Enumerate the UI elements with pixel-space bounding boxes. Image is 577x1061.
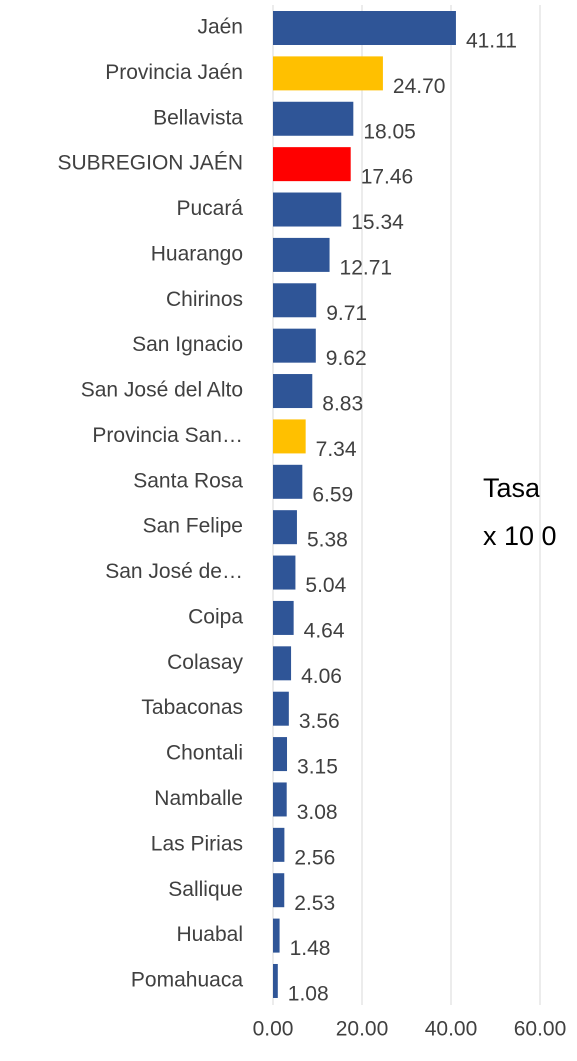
data-label: 2.56 bbox=[294, 846, 335, 869]
y-tick-label: Pucará bbox=[176, 197, 243, 220]
data-label: 2.53 bbox=[294, 892, 335, 915]
data-label: 7.34 bbox=[316, 438, 357, 461]
data-label: 18.05 bbox=[363, 120, 416, 143]
y-tick-label: Colasay bbox=[167, 651, 243, 674]
annotation: Tasa bbox=[483, 473, 541, 503]
data-label: 9.71 bbox=[326, 302, 367, 325]
bar bbox=[273, 963, 278, 998]
y-tick-label: San Felipe bbox=[143, 515, 243, 538]
y-tick-label: Tabaconas bbox=[141, 696, 243, 719]
y-tick-label: San José de… bbox=[105, 560, 243, 583]
bar bbox=[273, 510, 297, 545]
y-tick-label: Las Pirias bbox=[151, 832, 243, 855]
y-tick-label: Sallique bbox=[168, 878, 243, 901]
data-label: 4.64 bbox=[304, 619, 345, 642]
bar bbox=[273, 782, 287, 817]
data-label: 9.62 bbox=[326, 347, 367, 370]
y-tick-label: Namballe bbox=[154, 787, 243, 810]
data-label: 5.38 bbox=[307, 529, 348, 552]
data-label: 1.08 bbox=[288, 983, 329, 1006]
bar bbox=[273, 600, 294, 635]
data-label: 3.15 bbox=[297, 756, 338, 779]
x-tick-label: 60.00 bbox=[514, 1018, 567, 1041]
bar bbox=[273, 873, 285, 908]
bar bbox=[273, 147, 351, 182]
y-tick-label: San José del Alto bbox=[81, 379, 243, 402]
bar bbox=[273, 11, 456, 45]
bar bbox=[273, 827, 285, 862]
bar bbox=[273, 737, 288, 772]
bar bbox=[273, 328, 316, 363]
y-tick-label: Bellavista bbox=[153, 106, 243, 129]
y-tick-label: Chirinos bbox=[166, 288, 243, 311]
data-label: 8.83 bbox=[322, 393, 363, 416]
bar bbox=[273, 237, 330, 272]
data-label: 12.71 bbox=[340, 256, 393, 279]
bar bbox=[273, 283, 317, 318]
bar bbox=[273, 691, 289, 726]
bar bbox=[273, 646, 292, 681]
x-tick-label: 20.00 bbox=[336, 1018, 389, 1041]
bar bbox=[273, 555, 296, 590]
y-tick-label: Chontali bbox=[166, 742, 243, 765]
bar bbox=[273, 374, 313, 409]
bar bbox=[273, 101, 354, 136]
y-tick-label: Provincia San… bbox=[92, 424, 243, 447]
y-tick-label: San Ignacio bbox=[132, 333, 243, 356]
x-tick-label: 40.00 bbox=[425, 1018, 478, 1041]
data-label: 17.46 bbox=[361, 166, 414, 189]
bar bbox=[273, 56, 383, 91]
data-label: 15.34 bbox=[351, 211, 404, 234]
data-label: 4.06 bbox=[301, 665, 342, 688]
y-tick-label: Santa Rosa bbox=[133, 469, 243, 492]
y-tick-label: Coipa bbox=[188, 605, 243, 628]
y-tick-label: Pomahuaca bbox=[131, 969, 243, 992]
y-tick-label: Huabal bbox=[176, 923, 243, 946]
y-tick-label: Jaén bbox=[197, 16, 243, 39]
bar bbox=[273, 918, 280, 953]
y-tick-label: Huarango bbox=[151, 242, 243, 265]
data-label: 41.11 bbox=[466, 30, 517, 53]
bar bbox=[273, 192, 342, 227]
data-label: 24.70 bbox=[393, 75, 446, 98]
x-tick-label: 0.00 bbox=[253, 1018, 294, 1041]
data-label: 5.04 bbox=[305, 574, 346, 597]
data-label: 6.59 bbox=[312, 483, 353, 506]
bar bbox=[273, 464, 303, 499]
data-label: 3.08 bbox=[297, 801, 338, 824]
annotation: x 10 0 bbox=[483, 521, 557, 551]
data-label: 1.48 bbox=[290, 937, 331, 960]
bar bbox=[273, 419, 306, 454]
y-tick-label: Provincia Jaén bbox=[105, 61, 243, 84]
y-tick-label: SUBREGION JAÉN bbox=[57, 152, 243, 175]
data-label: 3.56 bbox=[299, 710, 340, 733]
